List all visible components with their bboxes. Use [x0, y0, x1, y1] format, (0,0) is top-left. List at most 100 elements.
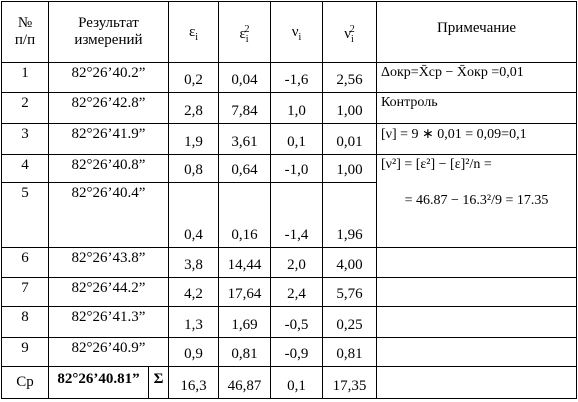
value-cell: 2,4 — [270, 277, 323, 307]
row-number: 4 — [1, 154, 49, 183]
header-text: № п/п — [14, 15, 36, 48]
header-cell: Примечание — [376, 1, 577, 63]
value-cell: 3,61 — [218, 123, 271, 155]
row-number: 5 — [1, 182, 49, 248]
header-cell: νi — [270, 1, 323, 63]
header-sub: i — [245, 34, 249, 45]
note-cell — [376, 247, 577, 278]
note-cell — [376, 366, 577, 399]
note-cell — [376, 337, 577, 367]
measurement: 82°26’41.9” — [48, 123, 169, 155]
measurement: 82°26’44.2” — [48, 277, 169, 307]
note-cell: Контроль — [376, 92, 577, 124]
note-line: = 46.87 − 16.3²/9 = 17.35 — [404, 193, 549, 208]
value-cell: 1,96 — [322, 182, 377, 248]
value-cell: -1,6 — [270, 62, 323, 93]
data-row: 2 82°26’42.8” 2,8 7,84 1,0 1,00 Контроль — [1, 92, 577, 124]
total-label: Ср — [1, 366, 49, 399]
value-cell: 2,8 — [168, 92, 219, 124]
header-sub: i — [195, 32, 199, 43]
value-cell: 14,44 — [218, 247, 271, 278]
row-number: 8 — [1, 306, 49, 338]
value-cell: 4,2 — [168, 277, 219, 307]
value-cell: 2,0 — [270, 247, 323, 278]
row-number: 2 — [1, 92, 49, 124]
total-mean: 82°26’40.81” — [57, 371, 140, 387]
value-cell: 0,8 — [168, 154, 219, 183]
header-text: ε — [239, 26, 246, 42]
value-cell: -1,4 — [270, 182, 323, 248]
header-sup: 2 — [349, 24, 355, 35]
value-cell: 0,4 — [168, 182, 219, 248]
row-number: 6 — [1, 247, 49, 278]
measurement: 82°26’40.9” — [48, 337, 169, 367]
total-split: 82°26’40.81” Σ — [49, 367, 168, 398]
header-text: ν — [291, 24, 299, 40]
value-cell: -0,9 — [270, 337, 323, 367]
value-cell: 3,8 — [168, 247, 219, 278]
value-cell: -0,5 — [270, 306, 323, 338]
value-cell: 1,00 — [322, 92, 377, 124]
header-row: № п/п Результат измерений εi εi2 νi νi2 Примеч… — [1, 1, 577, 63]
measurement: 82°26’40.2” — [48, 62, 169, 93]
header-cell: νi2 — [322, 1, 377, 63]
total-measurement: 82°26’40.81” Σ — [48, 366, 169, 399]
note-cell: [ν] = 9 ∗ 0,01 = 0,09=0,1 — [376, 123, 577, 155]
measurement: 82°26’40.8” — [48, 154, 169, 183]
value-cell: 0,1 — [270, 123, 323, 155]
header-cell: εi2 — [218, 1, 271, 63]
note-cell — [376, 277, 577, 307]
header-cell: Результат измерений — [48, 1, 169, 63]
data-row: 6 82°26’43.8” 3,8 14,44 2,0 4,00 — [1, 247, 577, 278]
header-sub: i — [351, 34, 354, 45]
note-cell: [ν²] = [ε²] − [ε]²/n = = 46.87 − 16.3²/9 … — [376, 154, 577, 248]
total-row: Ср 82°26’40.81” Σ 16,3 46,87 0,1 17,35 — [1, 366, 577, 399]
value-cell: 0,16 — [218, 182, 271, 248]
value-cell: 0,2 — [168, 62, 219, 93]
total-value: 16,3 — [168, 366, 219, 399]
value-cell: 0,04 — [218, 62, 271, 93]
value-cell: 17,64 — [218, 277, 271, 307]
measurement: 82°26’40.4” — [48, 182, 169, 248]
value-cell: 0,25 — [322, 306, 377, 338]
header-text: ε — [188, 24, 196, 40]
note-line: [ν²] = [ε²] − [ε]²/n = — [381, 157, 492, 172]
header-text: Результат измерений — [74, 15, 143, 48]
value-cell: 1,69 — [218, 306, 271, 338]
row-number: 3 — [1, 123, 49, 155]
header-sub: i — [298, 32, 302, 43]
total-value: 46,87 — [218, 366, 271, 399]
row-number: 7 — [1, 277, 49, 307]
value-cell: 0,9 — [168, 337, 219, 367]
header-text: ν — [344, 26, 351, 42]
value-cell: 7,84 — [218, 92, 271, 124]
value-cell: 1,9 — [168, 123, 219, 155]
sum-sign: Σ — [148, 367, 168, 398]
header-cell: № п/п — [1, 1, 49, 63]
measurement: 82°26’43.8” — [48, 247, 169, 278]
value-cell: 4,00 — [322, 247, 377, 278]
value-cell: 0,81 — [322, 337, 377, 367]
header-text: Примечание — [436, 20, 517, 36]
row-number: 1 — [1, 62, 49, 93]
note-line: [ν] = 9 ∗ 0,01 = 0,09=0,1 — [381, 127, 527, 142]
data-row: 7 82°26’44.2” 4,2 17,64 2,4 5,76 — [1, 277, 577, 307]
total-value: 17,35 — [322, 366, 377, 399]
value-cell: 1,0 — [270, 92, 323, 124]
value-cell: 0,64 — [218, 154, 271, 183]
value-cell: 1,00 — [322, 154, 377, 183]
note-line: Контроль — [381, 95, 438, 110]
value-cell: 2,56 — [322, 62, 377, 93]
value-cell: 5,76 — [322, 277, 377, 307]
header-sup: 2 — [244, 24, 250, 35]
value-cell: 1,3 — [168, 306, 219, 338]
data-row: 1 82°26’40.2” 0,2 0,04 -1,6 2,56 Δокр=X̄ср − X… — [1, 62, 577, 93]
value-cell: 0,01 — [322, 123, 377, 155]
note-line: Δокр=X̄ср − X̄окр =0,01 — [381, 65, 524, 80]
data-row: 3 82°26’41.9” 1,9 3,61 0,1 0,01 [ν] = 9 ∗ 0,01… — [1, 123, 577, 155]
measurement: 82°26’41.3” — [48, 306, 169, 338]
value-cell: -1,0 — [270, 154, 323, 183]
value-cell: 0,81 — [218, 337, 271, 367]
